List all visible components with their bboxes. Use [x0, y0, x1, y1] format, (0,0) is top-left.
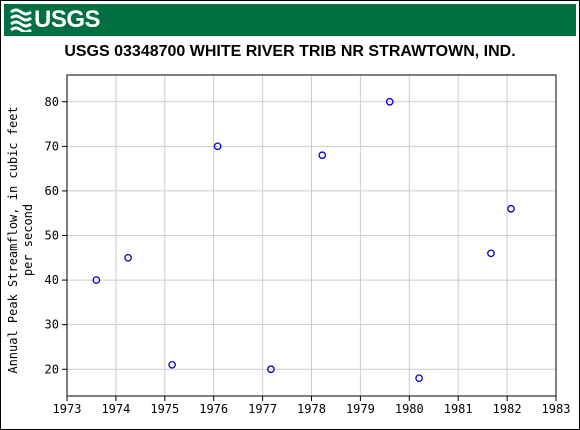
chart-title: USGS 03348700 WHITE RIVER TRIB NR STRAWT…: [64, 43, 516, 60]
x-tick-label: 1983: [542, 402, 571, 416]
x-tick-label: 1979: [346, 402, 375, 416]
usgs-logo-text: USGS: [34, 6, 101, 33]
x-tick-label: 1973: [53, 402, 82, 416]
data-point[interactable]: [415, 374, 423, 383]
data-points: [92, 97, 515, 383]
data-point[interactable]: [487, 249, 495, 258]
x-tick-label: 1977: [248, 402, 277, 416]
data-point[interactable]: [267, 365, 275, 374]
y-axis-title-line2: per second: [21, 204, 35, 276]
data-point[interactable]: [318, 151, 327, 160]
y-tick-label: 40: [45, 273, 59, 287]
y-tick-label: 30: [45, 318, 59, 332]
data-point[interactable]: [168, 360, 176, 369]
data-point[interactable]: [213, 142, 222, 151]
x-tick-label: 1982: [493, 402, 522, 416]
usgs-wave-icon: [10, 8, 32, 32]
y-axis-title-line1: Annual Peak Streamflow, in cubic feet: [6, 106, 20, 373]
usgs-logo[interactable]: USGS: [10, 6, 101, 34]
x-tick-label: 1976: [199, 402, 228, 416]
y-tick-label: 50: [45, 229, 59, 243]
x-tick-label: 1981: [444, 402, 473, 416]
y-tick-label: 70: [45, 139, 59, 153]
x-tick-label: 1980: [395, 402, 424, 416]
data-point[interactable]: [124, 253, 132, 262]
data-point[interactable]: [385, 97, 394, 106]
x-tick-label: 1975: [150, 402, 179, 416]
data-point[interactable]: [507, 204, 515, 213]
data-point[interactable]: [92, 276, 101, 284]
y-tick-label: 80: [45, 95, 59, 109]
x-tick-label: 1974: [101, 402, 130, 416]
grid-lines: [66, 75, 557, 396]
y-tick-label: 20: [45, 362, 59, 376]
axis-ticks: 1973 1974 1975 1976 1977 1978 1979 1980 1981 1982…: [45, 95, 571, 416]
x-tick-label: 1978: [297, 402, 326, 416]
usgs-header-bar: USGS: [4, 4, 576, 36]
y-tick-label: 60: [45, 184, 59, 198]
